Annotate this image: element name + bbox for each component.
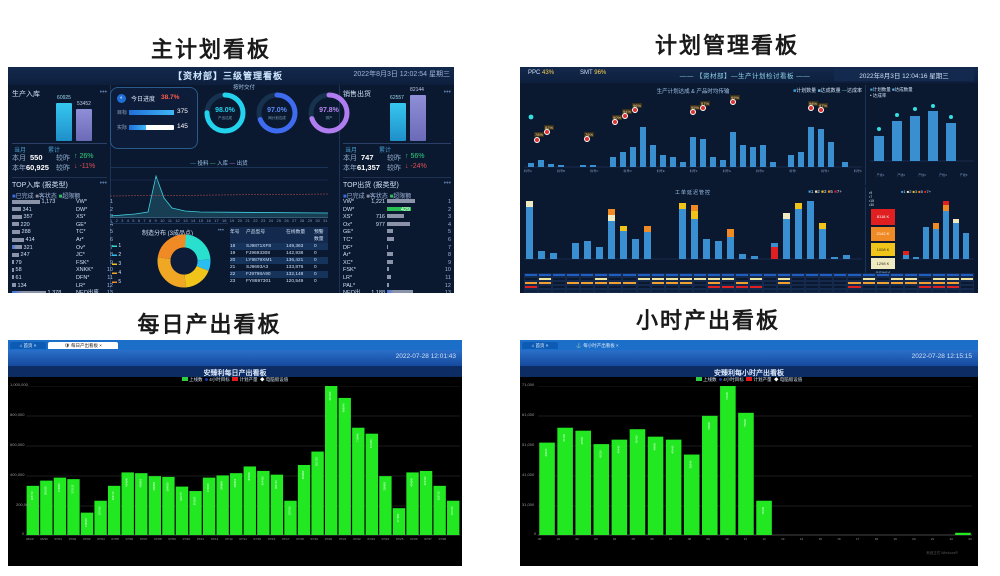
svg-text:379995: 379995: [57, 483, 61, 492]
svg-text:379995: 379995: [206, 483, 210, 492]
svg-text:38340: 38340: [689, 460, 693, 468]
svg-text:45440: 45440: [616, 445, 620, 453]
svg-text:454020: 454020: [247, 472, 251, 481]
svg-text:44020: 44020: [544, 448, 548, 456]
svg-text:98.0%: 98.0%: [215, 107, 236, 114]
svg-text:网计划达成: 网计划达成: [268, 115, 286, 120]
svg-text:320775: 320775: [179, 492, 183, 501]
svg-text:16330: 16330: [761, 506, 765, 514]
svg-text:394800: 394800: [220, 481, 224, 490]
svg-text:227010: 227010: [98, 506, 102, 515]
svg-text:排产: 排产: [326, 115, 334, 120]
svg-text:71000: 71000: [725, 392, 729, 400]
svg-text:97.0%: 97.0%: [267, 107, 288, 114]
svg-text:177660: 177660: [396, 513, 400, 522]
svg-text:424410: 424410: [260, 476, 264, 485]
svg-text:227010: 227010: [287, 506, 291, 515]
svg-text:552720: 552720: [315, 457, 319, 466]
svg-text:370125: 370125: [70, 484, 74, 493]
svg-text:58220: 58220: [743, 418, 747, 426]
svg-text:424410: 424410: [423, 476, 427, 485]
svg-text:291165: 291165: [193, 496, 197, 505]
svg-text:325710: 325710: [111, 491, 115, 500]
svg-text:51120: 51120: [562, 433, 566, 441]
svg-text:987000: 987000: [328, 391, 332, 400]
svg-text:671160: 671160: [369, 439, 373, 448]
svg-text:463890: 463890: [301, 470, 305, 479]
svg-text:56800: 56800: [707, 421, 711, 429]
svg-text:389865: 389865: [382, 481, 386, 490]
svg-text:399735: 399735: [274, 480, 278, 489]
svg-text:384930: 384930: [165, 482, 169, 491]
svg-text:产出达成: 产出达成: [218, 115, 232, 120]
svg-text:46860: 46860: [653, 442, 657, 450]
svg-text:325710: 325710: [437, 491, 441, 500]
svg-text:43310: 43310: [598, 450, 602, 458]
svg-text:148050: 148050: [84, 518, 88, 527]
svg-text:360255: 360255: [43, 486, 47, 495]
svg-text:49700: 49700: [580, 436, 584, 444]
svg-text:45440: 45440: [671, 445, 675, 453]
svg-text:414540: 414540: [125, 478, 129, 487]
svg-text:227010: 227010: [450, 506, 454, 515]
svg-text:710640: 710640: [355, 433, 359, 442]
svg-text:908040: 908040: [342, 403, 346, 412]
svg-text:50410: 50410: [634, 435, 638, 443]
svg-text:389865: 389865: [152, 481, 156, 490]
svg-text:414540: 414540: [410, 478, 414, 487]
svg-text:325710: 325710: [30, 491, 34, 500]
svg-text:409605: 409605: [233, 478, 237, 487]
svg-text:409605: 409605: [138, 478, 142, 487]
svg-text:97.8%: 97.8%: [319, 107, 340, 114]
